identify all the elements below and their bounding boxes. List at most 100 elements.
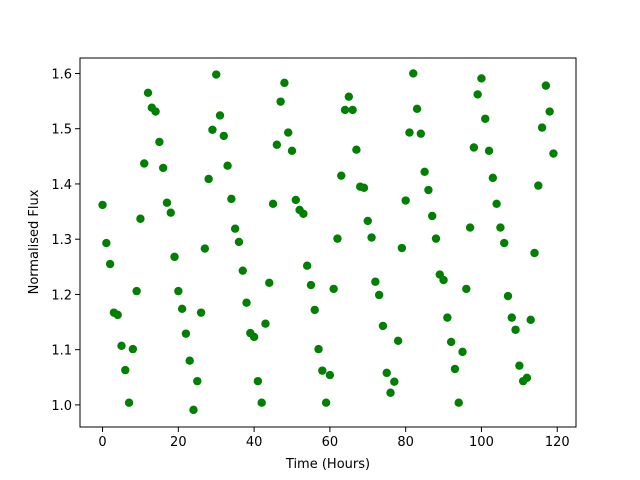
data-point: [166, 208, 175, 217]
data-point: [549, 149, 558, 158]
data-point: [443, 313, 452, 322]
data-point: [113, 310, 122, 320]
data-point: [446, 337, 456, 347]
x-tick-label: 100: [469, 435, 494, 450]
data-point: [344, 92, 354, 101]
data-point: [397, 243, 407, 253]
data-point: [507, 313, 516, 322]
data-point: [212, 70, 221, 79]
data-point: [230, 224, 240, 233]
y-tick-label: 1.2: [51, 288, 72, 303]
data-point: [386, 388, 395, 397]
data-point: [393, 336, 403, 346]
x-axis-label: Time (Hours): [285, 457, 370, 472]
data-point: [181, 329, 191, 338]
data-point: [193, 376, 202, 386]
data-point: [329, 284, 338, 294]
data-point: [276, 97, 285, 106]
data-point: [405, 128, 414, 137]
data-point: [196, 308, 206, 317]
data-point: [261, 319, 270, 328]
data-point: [132, 286, 141, 296]
data-point: [272, 140, 282, 149]
data-point: [265, 278, 274, 288]
data-point: [253, 376, 263, 386]
data-point: [378, 321, 388, 331]
data-point: [117, 341, 126, 350]
data-point: [177, 304, 187, 313]
data-point: [374, 290, 384, 300]
data-point: [98, 200, 107, 210]
data-point: [390, 377, 399, 386]
y-axis-label: Normalised Flux: [27, 189, 42, 294]
data-point: [409, 69, 418, 78]
data-point: [208, 125, 217, 135]
data-point: [526, 315, 535, 325]
data-point: [204, 174, 213, 184]
data-point: [318, 366, 327, 375]
data-point: [469, 143, 479, 152]
data-point: [439, 275, 448, 285]
data-point: [189, 405, 198, 415]
data-point: [352, 145, 361, 154]
data-point: [545, 107, 554, 116]
data-point: [337, 171, 346, 180]
data-point: [499, 238, 509, 248]
data-point: [481, 114, 490, 123]
data-point: [227, 194, 236, 204]
y-tick-label: 1.5: [51, 123, 72, 138]
data-point: [249, 332, 259, 342]
data-point: [170, 252, 179, 262]
data-point: [541, 81, 551, 90]
data-point: [431, 234, 441, 243]
data-point: [454, 398, 463, 407]
data-point: [488, 173, 498, 183]
data-point: [412, 104, 422, 114]
data-point: [284, 128, 293, 137]
data-point: [340, 105, 350, 115]
data-point: [200, 244, 210, 253]
data-point: [124, 398, 134, 407]
data-point: [534, 181, 543, 190]
data-point: [367, 233, 376, 242]
data-point: [416, 129, 426, 138]
data-point: [287, 146, 297, 156]
data-point: [238, 266, 247, 275]
x-tick-label: 120: [545, 435, 570, 450]
data-point: [219, 131, 228, 141]
data-point: [143, 88, 153, 98]
data-point: [234, 237, 244, 247]
plot-frame: [79, 57, 577, 428]
data-point: [280, 78, 289, 88]
data-point: [102, 238, 111, 248]
x-tick-label: 80: [397, 435, 414, 450]
data-point: [424, 185, 433, 195]
data-point: [325, 370, 335, 380]
data-point: [306, 280, 316, 290]
data-point: [299, 209, 308, 218]
data-point: [268, 199, 278, 209]
data-point: [321, 398, 331, 407]
data-point: [215, 111, 225, 120]
x-tick-label: 40: [246, 435, 263, 450]
data-point: [530, 248, 539, 258]
data-point: [333, 234, 342, 243]
y-tick-label: 1.6: [51, 67, 72, 82]
data-point: [450, 364, 460, 374]
data-point: [136, 214, 145, 223]
y-tick-label: 1.1: [51, 344, 72, 359]
data-point: [185, 356, 194, 365]
data-point: [511, 325, 520, 334]
data-point: [121, 365, 130, 375]
y-tick-label: 1.4: [51, 178, 72, 193]
data-point: [105, 259, 115, 269]
data-point: [128, 344, 138, 354]
data-point: [522, 373, 532, 383]
y-tick-label: 1.3: [51, 233, 72, 248]
x-tick-label: 20: [170, 435, 187, 450]
data-point: [302, 261, 312, 270]
data-point: [462, 284, 471, 294]
data-point: [492, 199, 501, 209]
